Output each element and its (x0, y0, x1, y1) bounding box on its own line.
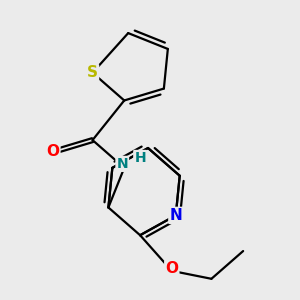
Text: H: H (134, 151, 146, 165)
Text: O: O (165, 261, 178, 276)
Text: N: N (169, 208, 182, 223)
Text: N: N (116, 157, 128, 171)
Text: O: O (46, 145, 59, 160)
Text: S: S (87, 65, 98, 80)
